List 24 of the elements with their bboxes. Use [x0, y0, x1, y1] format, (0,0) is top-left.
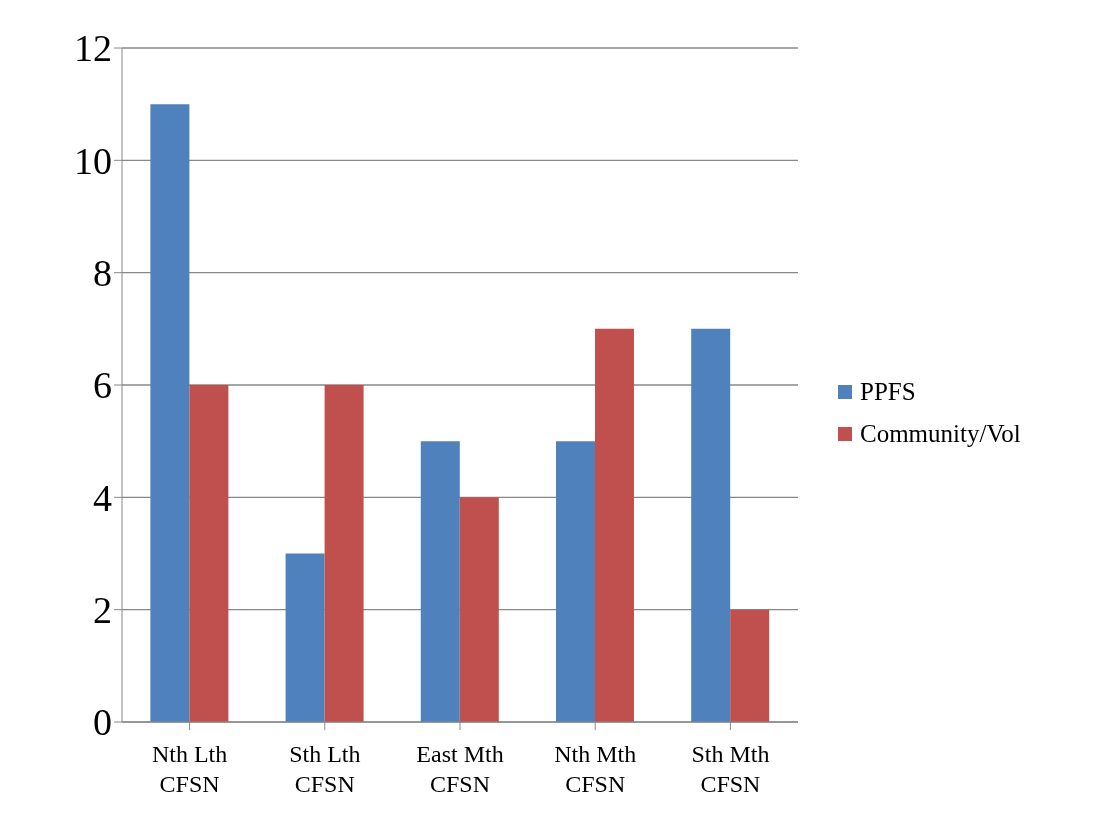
- bar: [459, 497, 499, 722]
- x-tick-label: East Mth CFSN: [416, 741, 504, 797]
- bar: [150, 104, 190, 722]
- y-tick-label: 2: [93, 589, 112, 632]
- bar: [285, 553, 325, 722]
- bar: [189, 385, 229, 722]
- bar: [594, 328, 634, 722]
- y-tick-label: 6: [93, 364, 112, 407]
- x-tick-label: Sth Lth CFSN: [289, 741, 361, 797]
- y-tick-label: 10: [74, 139, 112, 182]
- bar: [420, 441, 460, 722]
- y-tick-label: 4: [93, 476, 112, 519]
- y-tick-label: 12: [74, 27, 112, 70]
- x-tick-label: Sth Mth CFSN: [691, 741, 770, 797]
- y-tick-label: 0: [93, 701, 112, 744]
- legend-label: PPFS: [860, 378, 916, 406]
- x-tick-label: Nth Lth CFSN: [151, 741, 228, 797]
- bar: [730, 609, 770, 722]
- legend-label: Community/Vol: [860, 420, 1021, 448]
- y-tick-label: 8: [93, 252, 112, 295]
- x-tick-label: Nth Mth CFSN: [554, 741, 637, 797]
- bar: [555, 441, 595, 722]
- bar: [324, 385, 364, 722]
- bar: [691, 328, 731, 722]
